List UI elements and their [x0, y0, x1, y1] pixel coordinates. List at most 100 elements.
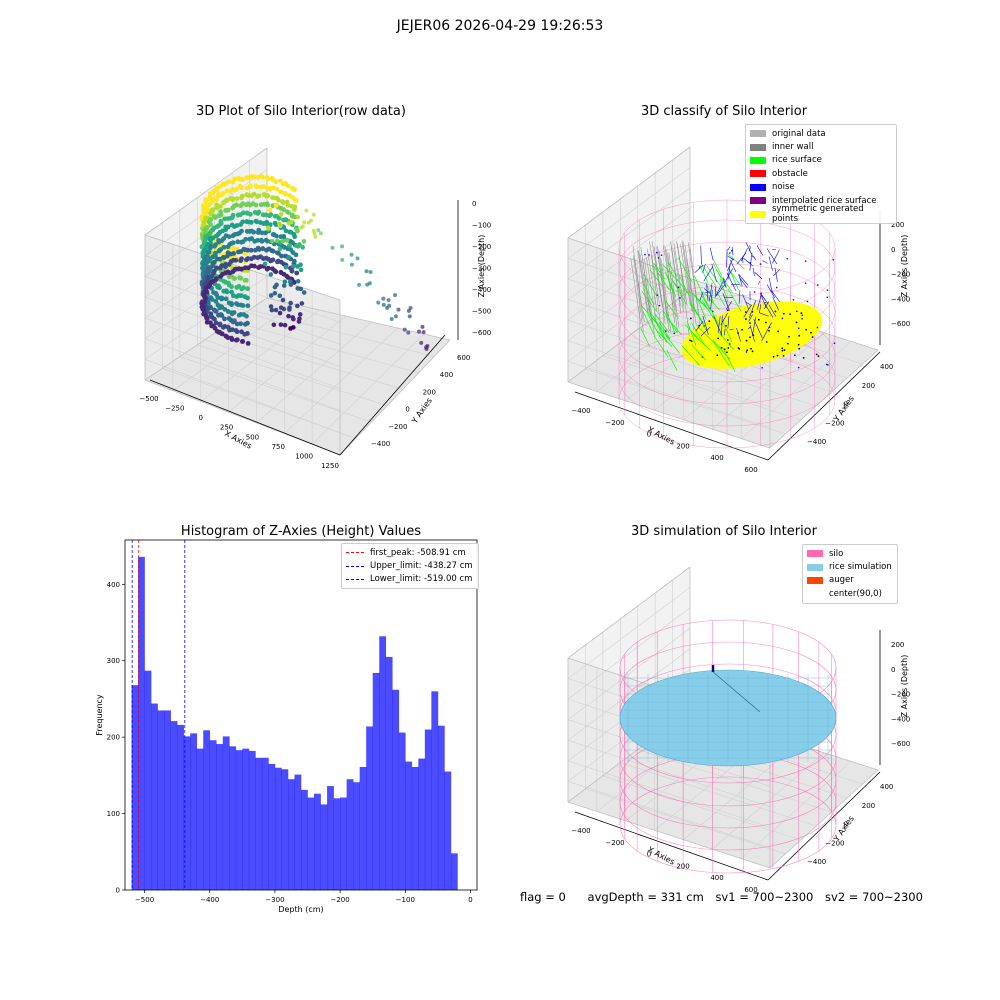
simulation-mesh: [619, 619, 837, 874]
simulation-plot-title: 3D simulation of Silo Interior: [631, 524, 817, 539]
classify-z-axis-label: Z Axies (Depth): [900, 235, 909, 298]
classify-legend-swatch: [750, 143, 766, 151]
histogram-legend-label: first_peak: -508.91 cm: [370, 547, 466, 558]
simulation-z-axis-label: Z Axies (Depth): [900, 655, 909, 718]
classify-legend-item: obstacle: [750, 167, 892, 180]
histogram-legend-label: Upper_limit: -438.27 cm: [370, 561, 473, 572]
histogram-bar: [235, 750, 243, 890]
raw-z-tick-label: −100: [472, 222, 491, 230]
histogram-bar: [203, 730, 211, 890]
histogram-bar: [287, 779, 295, 890]
classify-x-tick-label: 600: [744, 466, 757, 474]
histogram-bar: [431, 691, 439, 890]
histogram-bar: [392, 689, 400, 890]
classify-x-tick-label: −200: [605, 419, 624, 427]
simulation-y-tick-label: 400: [880, 783, 893, 791]
histogram-bar: [281, 769, 289, 890]
histogram-bar: [255, 757, 263, 890]
classify-plot-title: 3D classify of Silo Interior: [640, 104, 808, 119]
histogram-legend-swatch: [346, 552, 364, 554]
classify-legend-swatch: [750, 170, 766, 178]
simulation-legend-item: rice simulation: [807, 560, 893, 573]
simulation-legend-label: silo: [829, 548, 844, 559]
avg-depth-text: avgDepth = 331 cm: [587, 890, 704, 904]
raw-x-tick-label: 1250: [321, 462, 339, 470]
histogram-legend-item: Upper_limit: -438.27 cm: [346, 559, 474, 572]
histogram-x-tick-label: −400: [200, 896, 219, 904]
histogram-y-tick-label: 200: [107, 734, 120, 742]
histogram-legend-label: Lower_limit: -519.00 cm: [370, 574, 473, 585]
histogram-bar: [144, 670, 152, 890]
histogram-bar: [196, 748, 204, 890]
histogram-bar: [190, 733, 198, 890]
simulation-x-tick-label: 600: [744, 886, 757, 894]
raw-z-axis-label: Z Axies (Depth): [477, 235, 486, 298]
raw-z-tick-label: −200: [472, 243, 491, 251]
classify-z-tick-label: −600: [891, 320, 910, 328]
histogram-bar: [405, 761, 413, 890]
histogram-x-axis-label: Depth (cm): [278, 905, 323, 914]
classify-legend-item: noise: [750, 181, 892, 194]
raw-x-tick-label: 500: [246, 433, 259, 441]
simulation-z-tick-label: −400: [891, 715, 910, 723]
classify-x-tick-label: 0: [647, 431, 651, 439]
histogram-bar: [359, 766, 367, 890]
histogram-y-tick-label: 100: [107, 810, 120, 818]
classify-legend-item: original data: [750, 127, 892, 140]
raw-y-tick-label: −400: [371, 440, 390, 448]
raw-z-tick-label: 0: [472, 200, 476, 208]
classify-y-tick-label: −200: [825, 419, 844, 427]
simulation-legend-label: center(90,0): [829, 588, 882, 599]
classify-legend-swatch: [750, 156, 766, 164]
raw-x-tick-label: −500: [139, 395, 158, 403]
histogram-bar: [177, 724, 184, 890]
classify-z-tick-label: −400: [891, 295, 910, 303]
classify-legend-item: symmetric generated points: [750, 204, 892, 224]
histogram-bar: [353, 782, 360, 890]
sv2-text: sv2 = 700~2300: [825, 890, 923, 904]
histogram-bar: [320, 804, 328, 890]
simulation-legend: silo rice simulation auger center(90,0): [802, 544, 898, 604]
histogram-y-tick-label: 400: [107, 581, 120, 589]
simulation-y-tick-label: −400: [807, 858, 826, 866]
histogram-bar: [170, 721, 178, 890]
histogram-x-tick-label: −200: [330, 896, 349, 904]
classify-legend-label: original data: [772, 128, 826, 139]
classify-legend-label: obstacle: [772, 168, 808, 179]
classify-z-tick-label: 200: [891, 221, 904, 229]
histogram-bar: [131, 685, 139, 890]
simulation-legend-swatch: [807, 550, 823, 558]
classify-legend-item: inner wall: [750, 140, 892, 153]
simulation-legend-swatch: [807, 576, 823, 584]
histogram-bar: [307, 797, 315, 890]
classify-y-tick-label: −400: [807, 438, 826, 446]
histogram-bar: [222, 736, 230, 890]
histogram-frame: [124, 539, 478, 891]
classify-legend-label: symmetric generated points: [771, 204, 864, 225]
histogram-bar: [327, 786, 334, 890]
raw-x-tick-label: 750: [272, 443, 285, 451]
raw-y-axis-label: Y Axies: [409, 396, 434, 426]
raw-z-tick-label: −300: [472, 265, 491, 273]
simulation-legend-swatch: [807, 590, 823, 597]
raw-z-tick-label: −400: [472, 286, 491, 294]
histogram-bar: [333, 798, 341, 890]
simulation-legend-swatch: [807, 563, 823, 571]
classify-legend-label: interpolated rice surface: [772, 195, 877, 206]
histogram-bar: [164, 710, 171, 890]
histogram-bar: [424, 729, 432, 890]
classify-legend-swatch: [750, 197, 766, 205]
raw-y-tick-label: 600: [457, 354, 470, 362]
simulation-z-tick-label: −200: [891, 691, 910, 699]
simulation-legend-item: auger: [807, 574, 893, 587]
simulation-x-tick-label: −200: [605, 839, 624, 847]
classify-x-tick-label: 400: [710, 454, 723, 462]
histogram-bar: [242, 748, 250, 890]
histogram-y-tick-label: 300: [107, 657, 120, 665]
histogram-legend: first_peak: -508.91 cm Upper_limit: -438.…: [341, 543, 479, 590]
simulation-z-tick-label: 200: [891, 641, 904, 649]
histogram-title: Histogram of Z-Axies (Height) Values: [180, 524, 422, 539]
histogram-bar: [248, 750, 256, 890]
simulation-z-tick-label: −600: [891, 740, 910, 748]
